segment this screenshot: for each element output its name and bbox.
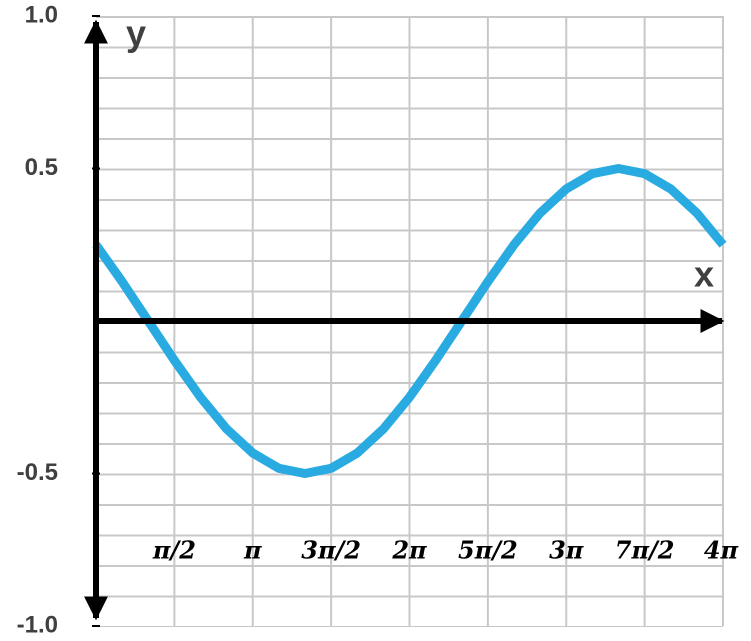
y-tick-label: 1.0	[25, 1, 58, 28]
y-tick-label: -1.0	[17, 611, 58, 638]
y-axis-label: y	[126, 13, 146, 54]
x-tick-label: 7π/2	[615, 536, 675, 565]
x-tick-label: 3π/2	[301, 536, 361, 565]
x-tick-label: 4π	[704, 536, 739, 565]
y-tick-label: -0.5	[17, 459, 58, 486]
x-tick-label: 5π/2	[458, 536, 518, 565]
x-tick-label: π/2	[152, 536, 196, 565]
x-tick-label: π	[243, 536, 262, 565]
x-axis-label: x	[694, 254, 714, 295]
y-tick-label: 0.5	[25, 154, 58, 181]
x-tick-label: 2π	[391, 536, 427, 565]
x-tick-label: 3π	[549, 536, 584, 565]
curve	[92, 164, 727, 478]
